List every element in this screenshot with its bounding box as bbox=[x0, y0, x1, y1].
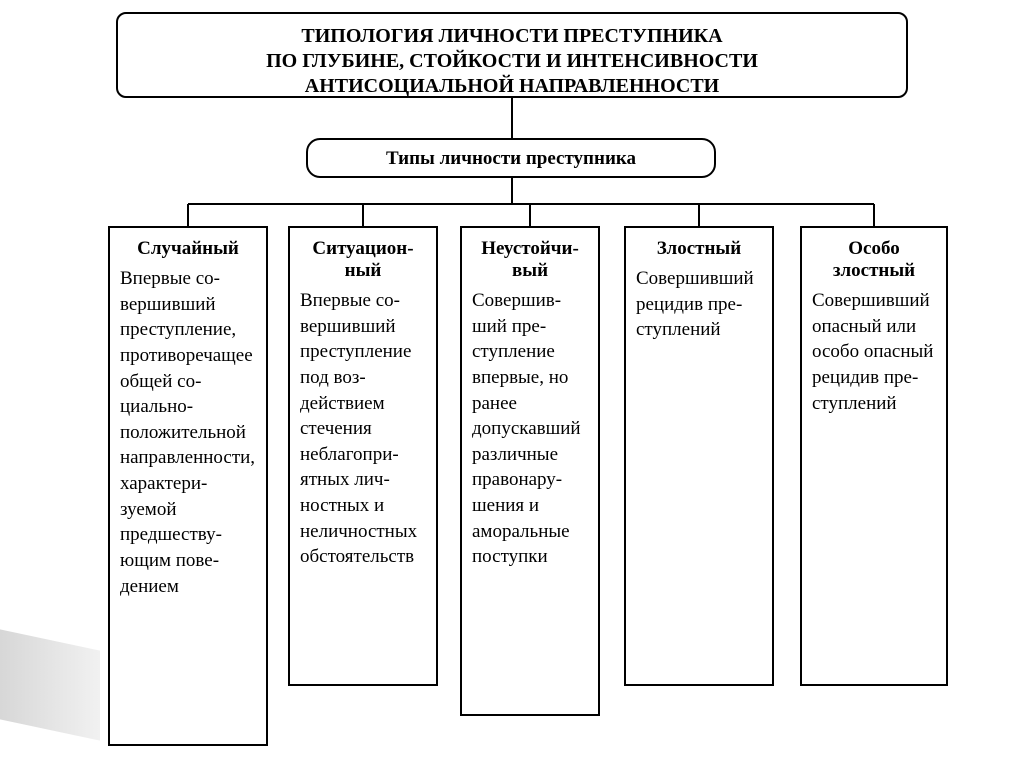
column-malicious: Злостный Совершив­ший реци­див пре­ступл… bbox=[624, 226, 774, 686]
title-line-1: ТИПОЛОГИЯ ЛИЧНОСТИ ПРЕСТУПНИКА bbox=[138, 24, 886, 49]
column-body: Впервые со­вершивший преступле­ние, прот… bbox=[120, 266, 256, 599]
subtitle-text: Типы личности преступника bbox=[386, 148, 636, 169]
column-body: Совершив­ший пре­ступление впервые, но р… bbox=[472, 288, 588, 570]
column-title: Случайный bbox=[120, 238, 256, 260]
column-title: Неустойчи­вый bbox=[472, 238, 588, 282]
column-random: Случайный Впервые со­вершивший преступле… bbox=[108, 226, 268, 746]
column-title: Особо злостный bbox=[812, 238, 936, 282]
diagram-subtitle: Типы личности преступника bbox=[306, 138, 716, 178]
column-especially-malicious: Особо злостный Совершив­ший опас­ный или… bbox=[800, 226, 948, 686]
column-unstable: Неустойчи­вый Совершив­ший пре­ступление… bbox=[460, 226, 600, 716]
slide-shadow bbox=[0, 629, 100, 740]
column-title: Злостный bbox=[636, 238, 762, 260]
title-line-2: ПО ГЛУБИНЕ, СТОЙКОСТИ И ИНТЕНСИВНОСТИ bbox=[138, 49, 886, 74]
column-body: Совершив­ший реци­див пре­ступлений bbox=[636, 266, 762, 343]
diagram-title: ТИПОЛОГИЯ ЛИЧНОСТИ ПРЕСТУПНИКА ПО ГЛУБИН… bbox=[116, 12, 908, 98]
title-line-3: АНТИСОЦИАЛЬНОЙ НАПРАВЛЕННОСТИ bbox=[138, 74, 886, 99]
column-situational: Ситуацион­ный Впервые со­вершивший прест… bbox=[288, 226, 438, 686]
column-title: Ситуацион­ный bbox=[300, 238, 426, 282]
column-body: Впервые со­вершивший преступле­ние под в… bbox=[300, 288, 426, 570]
column-body: Совершив­ший опас­ный или особо опас­ный… bbox=[812, 288, 936, 416]
